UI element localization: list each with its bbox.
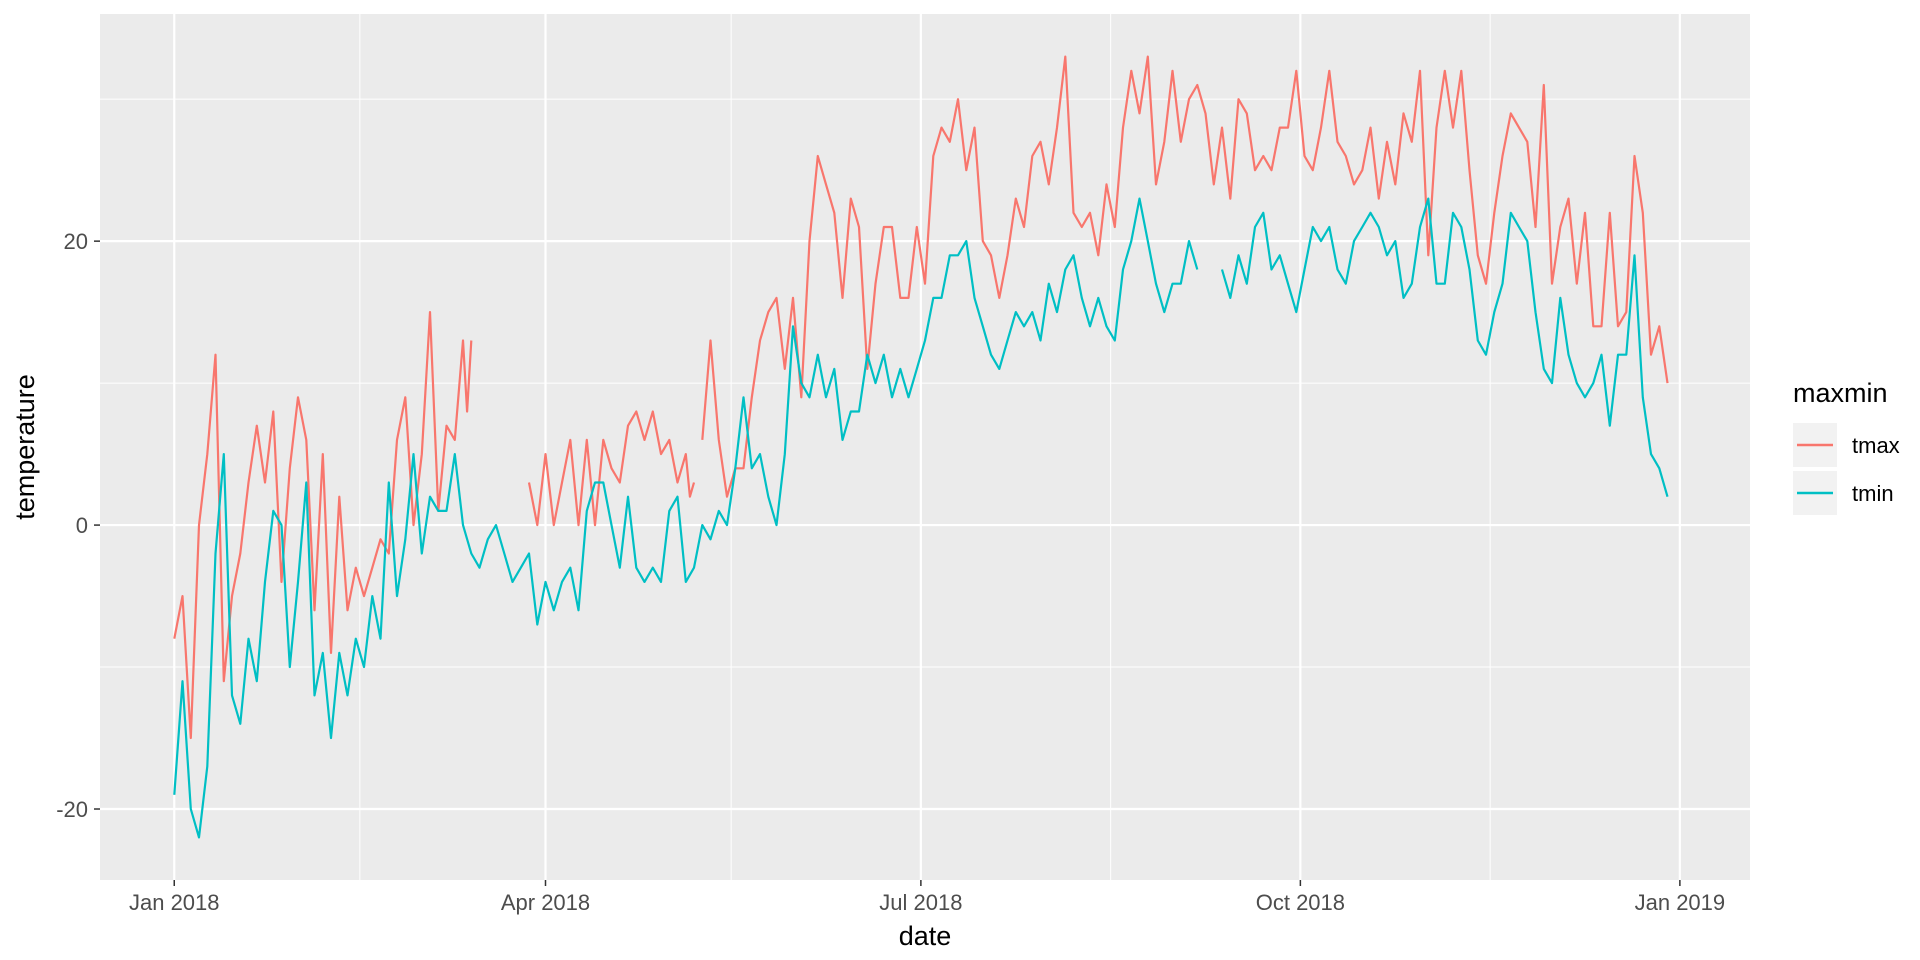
y-axis-title: temperature <box>10 374 40 520</box>
legend-label-tmax: tmax <box>1852 433 1900 458</box>
legend-label-tmin: tmin <box>1852 481 1894 506</box>
x-axis-title: date <box>899 921 952 951</box>
y-tick-label: 20 <box>64 229 88 254</box>
legend-item-tmin: tmin <box>1793 471 1894 515</box>
x-tick-label: Jan 2019 <box>1635 890 1726 915</box>
x-tick-label: Jan 2018 <box>129 890 220 915</box>
x-tick-label: Oct 2018 <box>1256 890 1345 915</box>
y-tick-label: 0 <box>76 513 88 538</box>
series-line-tmin <box>173 197 1669 839</box>
y-tick-label: -20 <box>56 797 88 822</box>
legend-item-tmax: tmax <box>1793 423 1900 467</box>
x-tick-label: Jul 2018 <box>879 890 962 915</box>
legend-title: maxmin <box>1793 378 1888 408</box>
x-axis: Jan 2018 Apr 2018 Jul 2018 Oct 2018 Jan 2019 <box>129 880 1725 915</box>
legend: maxmin tmax tmin <box>1793 378 1900 515</box>
y-axis: -20 0 20 <box>56 229 100 822</box>
series-layer <box>173 55 1669 839</box>
x-tick-label: Apr 2018 <box>501 890 590 915</box>
plot-panel <box>100 14 1750 880</box>
grid-layer <box>100 14 1750 880</box>
series-line-tmax <box>173 55 1669 740</box>
